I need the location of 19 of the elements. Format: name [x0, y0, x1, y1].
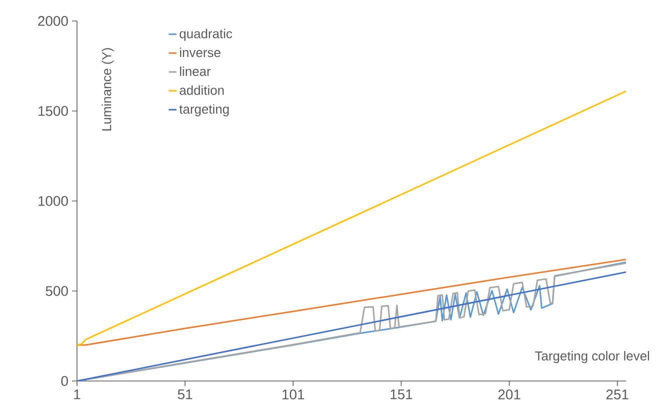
y-tick-label: 500 — [46, 286, 68, 296]
x-tick-label: 101 — [282, 390, 304, 400]
x-tick-label: 151 — [390, 390, 412, 400]
x-tick-label: 51 — [178, 390, 192, 400]
y-tick-label: 1000 — [38, 196, 68, 206]
y-axis-title: Luminance (Y) — [102, 48, 114, 130]
x-axis-title: Targeting color level — [535, 351, 650, 364]
legend-label: quadratic — [180, 28, 232, 41]
legend-label: addition — [180, 85, 224, 95]
x-tick-label: 201 — [498, 390, 520, 400]
x-tick-label: 1 — [74, 390, 80, 400]
x-tick-label: 251 — [606, 390, 628, 400]
y-tick-label: 1500 — [38, 106, 68, 116]
legend-label: inverse — [180, 48, 220, 58]
y-tick-label: 2000 — [38, 16, 68, 26]
y-tick-label: 0 — [61, 376, 68, 386]
legend-label: targeting — [179, 104, 229, 116]
legend-label: linear — [180, 66, 211, 76]
line-series — [77, 258, 626, 346]
